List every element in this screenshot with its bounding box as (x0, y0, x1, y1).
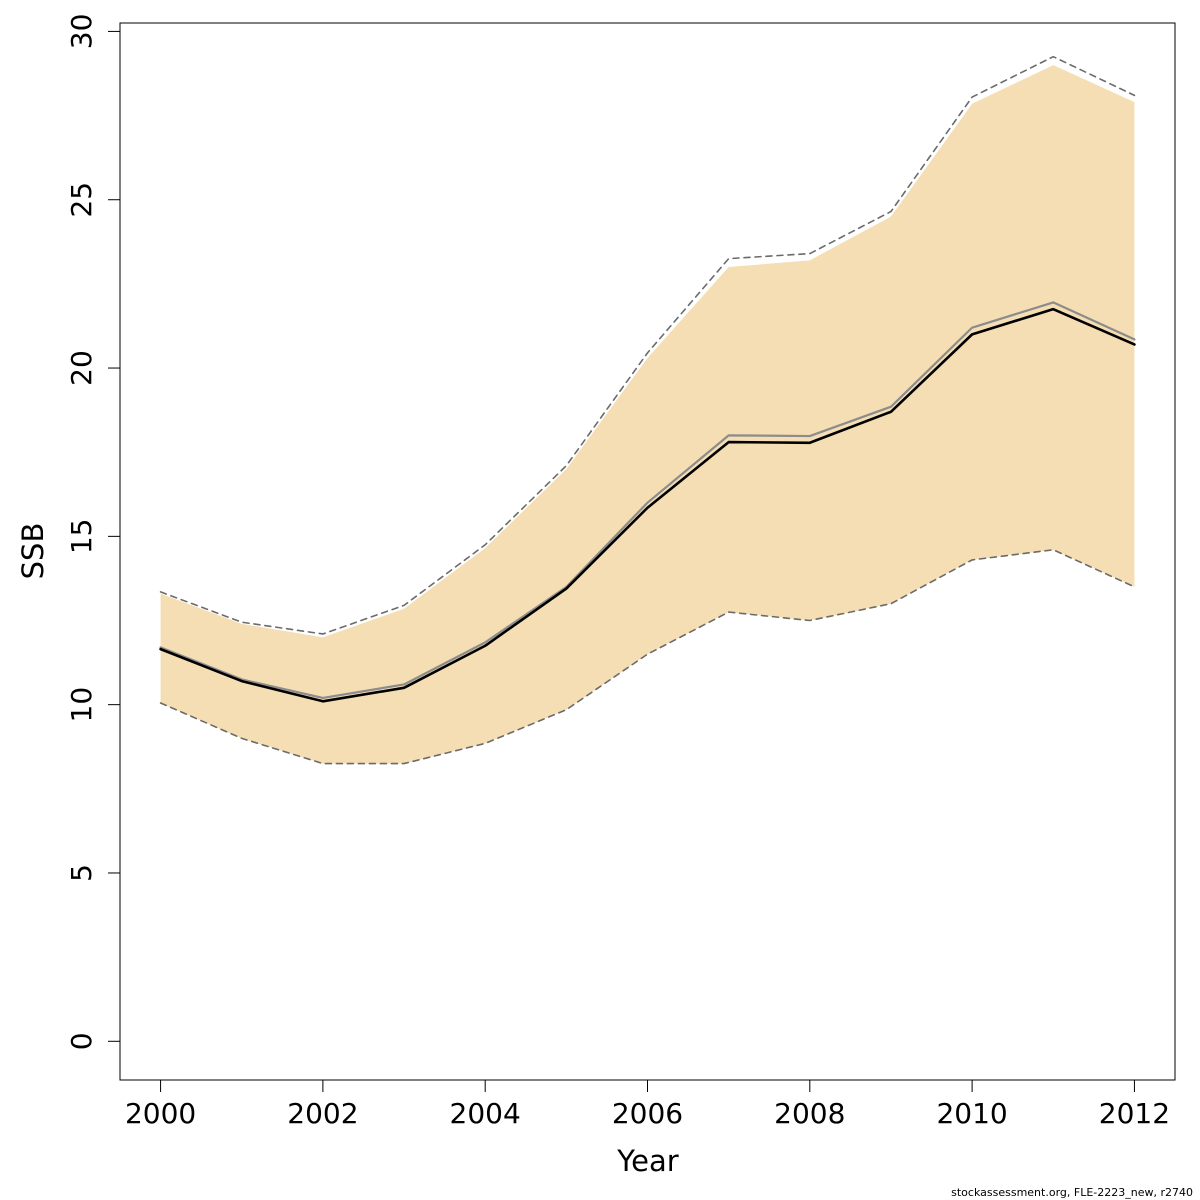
x-tick-label: 2010 (936, 1097, 1007, 1130)
x-tick-label: 2006 (612, 1097, 683, 1130)
x-tick-label: 2000 (125, 1097, 196, 1130)
x-tick-label: 2002 (287, 1097, 358, 1130)
x-tick-label: 2008 (774, 1097, 845, 1130)
footer-text: stockassessment.org, FLE-2223_new, r2740 (951, 1186, 1193, 1199)
y-axis: 0 5 10 15 20 25 30 (65, 14, 121, 1050)
y-tick-label: 30 (65, 14, 98, 50)
y-tick-label: 5 (65, 864, 98, 882)
y-tick-label: 15 (65, 519, 98, 555)
x-tick-label: 2012 (1099, 1097, 1170, 1130)
series-line-lower-bound (159, 549, 1136, 765)
series-line-upper-bound (159, 55, 1136, 635)
y-axis-title: SSB (16, 523, 50, 580)
confidence-band (160, 65, 1135, 764)
x-tick-label: 2004 (450, 1097, 521, 1130)
series-line-estimate (159, 307, 1136, 703)
y-tick-label: 20 (65, 350, 98, 386)
y-tick-label: 0 (65, 1032, 98, 1050)
y-tick-label: 25 (65, 182, 98, 218)
series-line-estimate-previous (159, 301, 1136, 700)
x-axis: 2000 2002 2004 2006 2008 2010 2012 (125, 1079, 1170, 1130)
x-axis-title: Year (616, 1144, 678, 1178)
y-tick-label: 10 (65, 687, 98, 723)
chart-marks (159, 55, 1136, 765)
